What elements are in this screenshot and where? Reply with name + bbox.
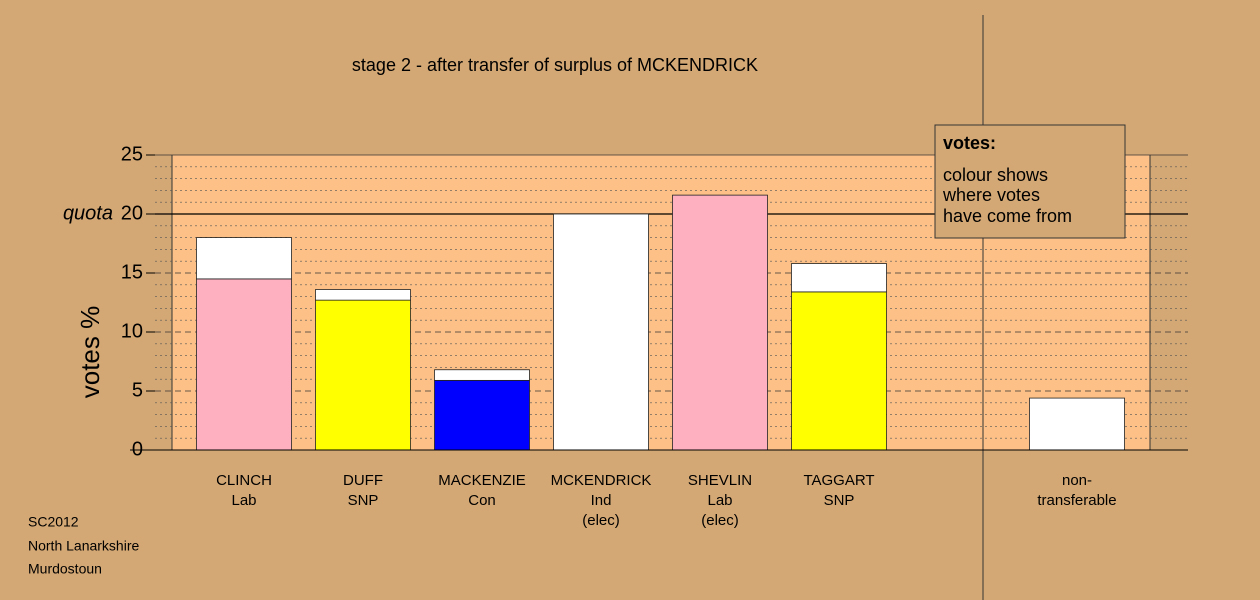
bar-segment — [196, 278, 292, 451]
bar-segment — [196, 237, 292, 280]
x-tick-label: SHEVLIN — [688, 472, 752, 489]
grid — [146, 154, 1188, 451]
x-tick-label: MCKENDRICK — [551, 472, 652, 489]
y-tick-label: 10 — [121, 320, 143, 342]
x-tick-label: (elec) — [701, 512, 739, 529]
y-tick-label: 20 — [121, 202, 143, 224]
x-tick-label: non- — [1062, 472, 1092, 489]
bar-segment — [315, 299, 411, 451]
bar-segment — [434, 369, 530, 381]
footer-text: Murdostoun — [28, 561, 102, 577]
bars — [196, 194, 1125, 451]
footer-text: SC2012 — [28, 514, 79, 530]
legend-text: colour shows — [943, 165, 1048, 185]
footer-text: North Lanarkshire — [28, 538, 139, 554]
legend: votes: colour shows where votes have com… — [934, 124, 1126, 239]
legend-title: votes: — [943, 133, 996, 153]
y-tick-label: 5 — [132, 379, 143, 401]
x-tick-label: Lab — [707, 492, 732, 509]
x-tick-label: DUFF — [343, 472, 383, 489]
y-axis-label: votes % — [75, 306, 105, 399]
y-tick-label: 15 — [121, 261, 143, 283]
x-tick-label: transferable — [1037, 492, 1116, 509]
bar-segment — [791, 263, 887, 293]
x-tick-label: SNP — [824, 492, 855, 509]
x-tick-label: MACKENZIE — [438, 472, 526, 489]
x-tick-label: Con — [468, 492, 496, 509]
bar-segment — [672, 194, 768, 451]
x-tick-label: Lab — [231, 492, 256, 509]
legend-box — [934, 124, 1126, 239]
y-tick-label: 0 — [132, 438, 143, 460]
y-tick-label: 25 — [121, 143, 143, 165]
x-tick-label: (elec) — [582, 512, 620, 529]
bar-segment — [315, 289, 411, 301]
x-tick-label: Ind — [591, 492, 612, 509]
legend-text: where votes — [942, 185, 1040, 205]
bar-segment — [434, 379, 530, 451]
x-tick-label: CLINCH — [216, 472, 272, 489]
x-tick-label: SNP — [348, 492, 379, 509]
bar-segment — [553, 213, 649, 451]
bar-segment — [1029, 397, 1125, 451]
legend-text: have come from — [943, 206, 1072, 226]
x-tick-label: TAGGART — [803, 472, 874, 489]
chart-title: stage 2 - after transfer of surplus of M… — [352, 55, 758, 75]
quota-label: quota — [63, 202, 113, 224]
bar-segment — [791, 291, 887, 451]
